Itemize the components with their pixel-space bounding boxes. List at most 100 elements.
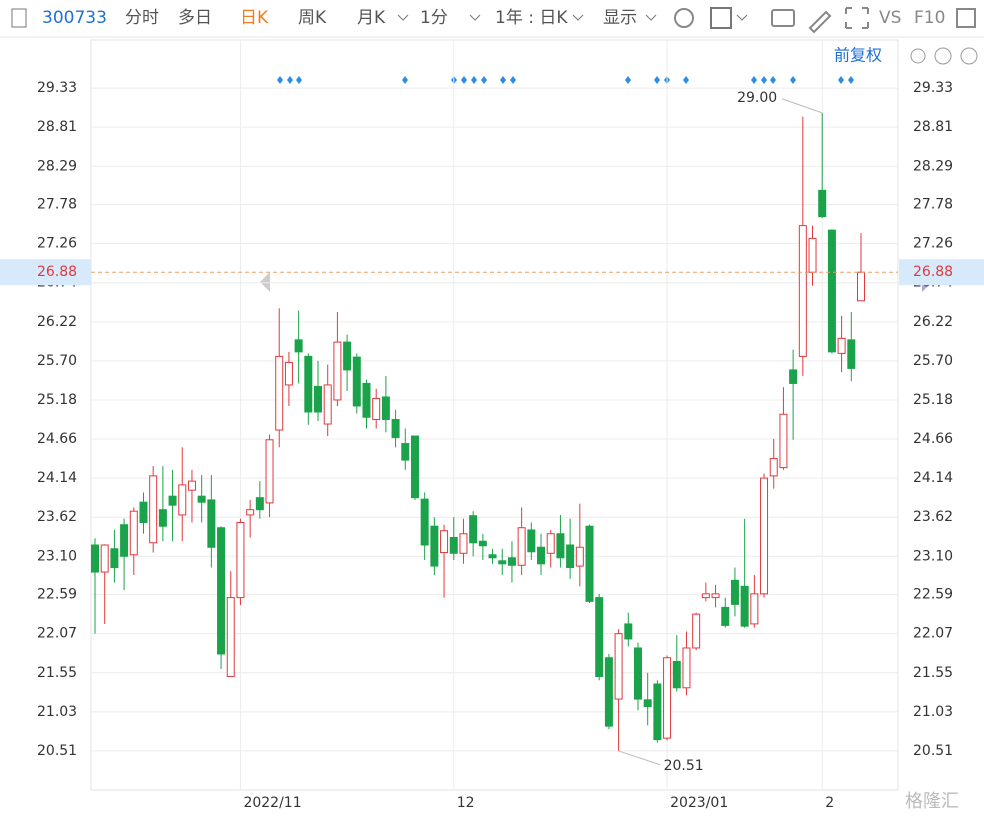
- candle-body: [401, 443, 410, 461]
- candle-body: [643, 699, 652, 708]
- y-tick-label-right: 21.55: [913, 665, 953, 681]
- candle-body: [827, 229, 836, 353]
- y-tick-label: 28.29: [37, 158, 77, 174]
- stock-code[interactable]: 300733: [42, 8, 107, 28]
- y-tick-label: 22.59: [37, 587, 77, 603]
- candle-body: [527, 529, 536, 553]
- candle-body: [294, 339, 303, 353]
- settings-icon[interactable]: [674, 8, 694, 28]
- zoom-in-icon[interactable]: [960, 47, 978, 65]
- candle-body: [187, 480, 196, 491]
- sidebar-icon[interactable]: [11, 8, 27, 28]
- candle-body: [149, 475, 158, 544]
- tab[interactable]: 周K: [298, 8, 327, 28]
- candle-body: [692, 613, 701, 649]
- camera-icon[interactable]: [771, 9, 795, 27]
- undo-icon[interactable]: [910, 48, 926, 64]
- candle-body: [779, 413, 788, 469]
- x-tick-label: 12: [457, 795, 475, 811]
- y-tick-label: 28.81: [37, 119, 77, 135]
- candle-body: [566, 544, 575, 569]
- candle-body: [197, 495, 206, 503]
- candle-body: [837, 337, 846, 354]
- candle-body: [604, 657, 613, 727]
- candle-body: [158, 509, 167, 527]
- y-tick-label-right: 20.51: [913, 743, 953, 759]
- current-price-label-right: 26.88: [913, 264, 953, 280]
- dropdown-icon: [645, 14, 657, 21]
- scroll-left[interactable]: [260, 272, 270, 292]
- y-tick-label-right: 22.59: [913, 587, 953, 603]
- candle-body: [265, 439, 274, 504]
- candle-body: [488, 554, 497, 559]
- candle-body: [178, 484, 187, 516]
- candle-body: [246, 509, 255, 516]
- candle-body: [420, 498, 429, 546]
- candle-body: [760, 477, 769, 595]
- y-tick-label-right: 27.78: [913, 197, 953, 213]
- show-select[interactable]: 显示: [603, 8, 637, 28]
- candle-body: [381, 396, 390, 421]
- candle-body: [362, 382, 371, 418]
- y-tick-label-right: 24.66: [913, 431, 953, 447]
- candle-body: [459, 533, 468, 554]
- candle-body: [537, 546, 546, 565]
- adjust-button[interactable]: 前复权: [834, 46, 882, 65]
- candle-body: [556, 533, 565, 559]
- candle-body: [120, 524, 129, 557]
- candle-body: [275, 355, 284, 431]
- candle-body: [682, 647, 691, 689]
- candle-body: [139, 501, 148, 523]
- candle-body: [546, 533, 555, 554]
- tab[interactable]: 月K: [357, 8, 386, 28]
- tab-active[interactable]: 日K: [240, 8, 269, 28]
- candle-body: [207, 499, 216, 548]
- candle-body: [255, 497, 264, 511]
- y-tick-label-right: 24.14: [913, 470, 953, 486]
- candle-body: [440, 530, 449, 554]
- y-tick-label: 23.10: [37, 548, 77, 564]
- y-tick-label: 26.22: [37, 314, 77, 330]
- candle-body: [701, 593, 710, 599]
- candle-body: [343, 341, 352, 371]
- panel-icon[interactable]: [956, 8, 976, 28]
- tab[interactable]: 1分: [420, 8, 448, 28]
- y-tick-label: 20.51: [37, 743, 77, 759]
- vs-button[interactable]: VS: [879, 8, 901, 28]
- candle-body: [469, 515, 478, 544]
- candle-body: [595, 597, 604, 678]
- pen-icon[interactable]: [808, 10, 832, 34]
- range-select[interactable]: 1年 : 日K: [495, 8, 568, 28]
- plot: 29.33 29.33 28.81 28.81 28.29 28.29 27.78 27.78…: [0, 40, 984, 811]
- candle-body: [818, 189, 827, 218]
- f10-button[interactable]: F10: [914, 8, 945, 28]
- max-pointer: [782, 98, 823, 114]
- zoom-out-icon[interactable]: [934, 47, 952, 65]
- dropdown-icon: [736, 14, 748, 21]
- y-tick-label-right: 22.07: [913, 626, 953, 642]
- candle-body: [391, 419, 400, 439]
- candle-body: [314, 385, 323, 413]
- tab[interactable]: 分时: [125, 8, 159, 28]
- y-tick-label: 21.55: [37, 665, 77, 681]
- candle-body: [236, 521, 245, 599]
- candle-body: [284, 361, 293, 386]
- min-pointer: [618, 750, 661, 766]
- tab[interactable]: 多日: [178, 8, 212, 28]
- candle-body: [575, 546, 584, 567]
- candle-body: [430, 525, 439, 567]
- candle-body: [750, 593, 759, 625]
- fullscreen-icon[interactable]: [845, 7, 869, 29]
- box-icon[interactable]: [710, 7, 732, 29]
- candle-body: [672, 660, 681, 689]
- candle-body: [740, 585, 749, 627]
- candle-body: [110, 548, 119, 569]
- candle-body: [333, 341, 342, 401]
- y-tick-label-right: 27.26: [913, 236, 953, 252]
- y-tick-label: 25.70: [37, 353, 77, 369]
- y-tick-label: 23.62: [37, 509, 77, 525]
- min-label: 20.51: [664, 758, 704, 774]
- y-tick-label: 22.07: [37, 626, 77, 642]
- y-tick-label-right: 25.70: [913, 353, 953, 369]
